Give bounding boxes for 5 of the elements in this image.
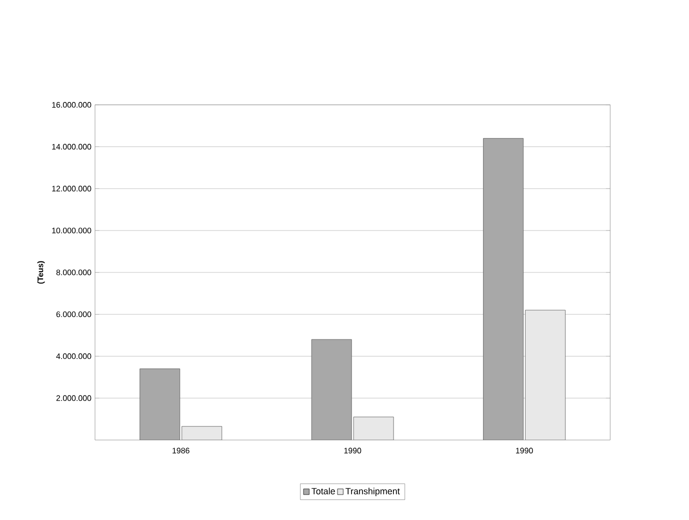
bar xyxy=(353,416,394,440)
legend-label: Totale xyxy=(312,488,335,494)
bar xyxy=(182,426,222,440)
legend-label: Transhipment xyxy=(346,488,400,496)
bar xyxy=(525,310,566,440)
